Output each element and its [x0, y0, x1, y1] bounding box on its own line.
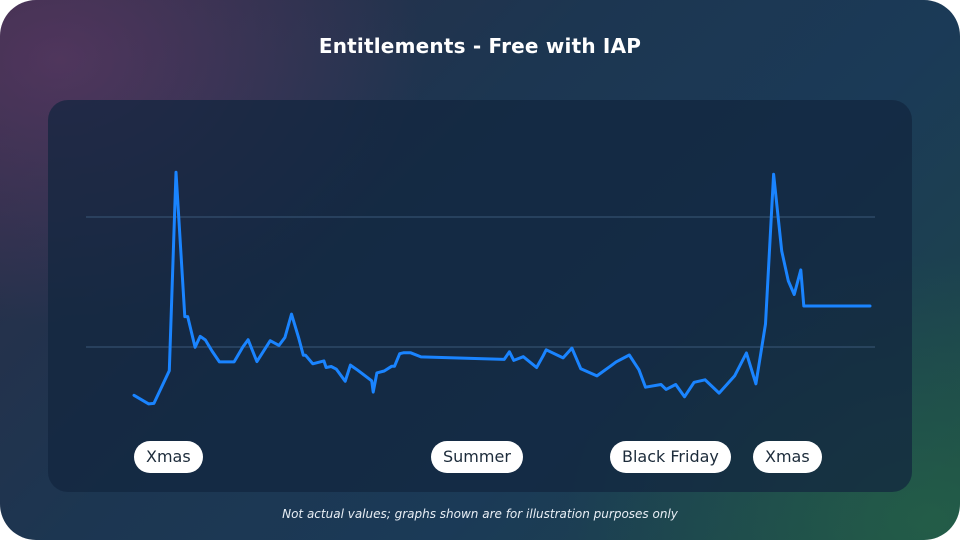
line-chart [86, 170, 875, 406]
gridlines [86, 216, 875, 348]
series-line [132, 170, 872, 406]
annotation-black-friday: Black Friday [610, 441, 731, 473]
chart-title: Entitlements - Free with IAP [318, 34, 642, 58]
annotation-xmas-1: Xmas [134, 441, 203, 473]
chart-panel: Xmas Summer Black Friday Xmas [48, 100, 912, 492]
annotation-xmas-2: Xmas [753, 441, 822, 473]
annotation-label: Black Friday [622, 447, 719, 466]
footnote: Not actual values; graphs shown are for … [282, 507, 678, 521]
annotation-label: Summer [443, 447, 511, 466]
annotation-label: Xmas [765, 447, 810, 466]
annotation-label: Xmas [146, 447, 191, 466]
annotation-summer: Summer [431, 441, 523, 473]
